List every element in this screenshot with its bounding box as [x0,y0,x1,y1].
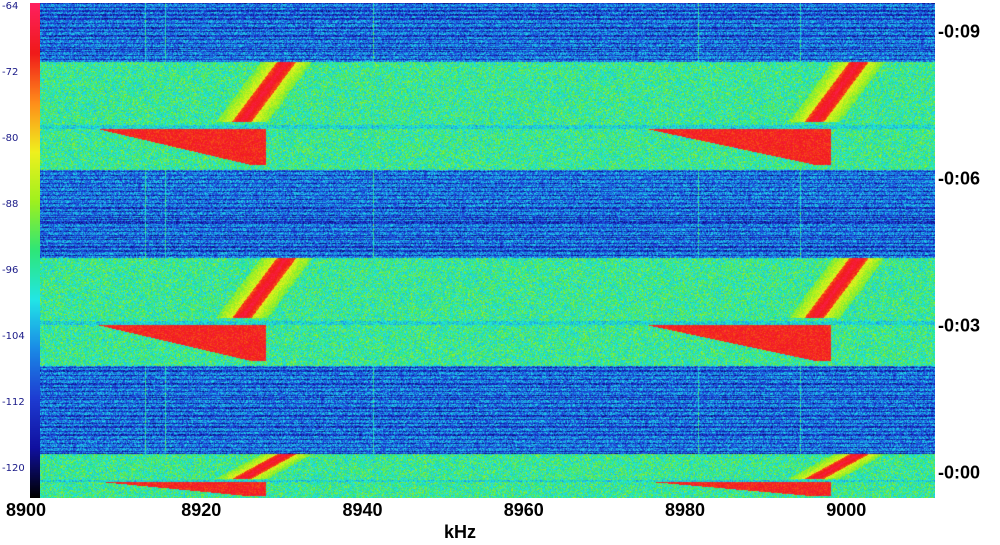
x-tick-label: 8900 [5,500,47,520]
colorbar-tick-label: -112 [2,397,25,408]
colorbar [30,3,40,498]
y-tick-label: -0:06 [938,168,981,189]
x-tick-label: 8960 [503,500,544,520]
y-tick-label: -0:03 [938,315,981,336]
colorbar-tick-label: -72 [2,67,19,78]
x-tick-label: 8920 [181,500,222,520]
y-tick-label: -0:00 [938,462,981,483]
colorbar-tick-label: -120 [2,463,25,474]
colorbar-tick-label: -104 [2,331,25,342]
spectrogram-waterfall [40,3,935,498]
colorbar-tick-label: -96 [2,265,19,276]
x-axis-label: kHz [443,522,477,542]
x-tick-label: 8940 [342,500,383,520]
colorbar-tick-label: -64 [2,1,19,12]
colorbar-labels: -64 -72 -80 -88 -96 -104 -112 -120 [0,0,30,500]
y-tick-label: -0:09 [938,21,981,42]
x-tick-label: 9000 [826,500,867,520]
colorbar-tick-label: -80 [2,133,19,144]
colorbar-tick-label: -88 [2,199,19,210]
x-tick-label: 8980 [665,500,706,520]
